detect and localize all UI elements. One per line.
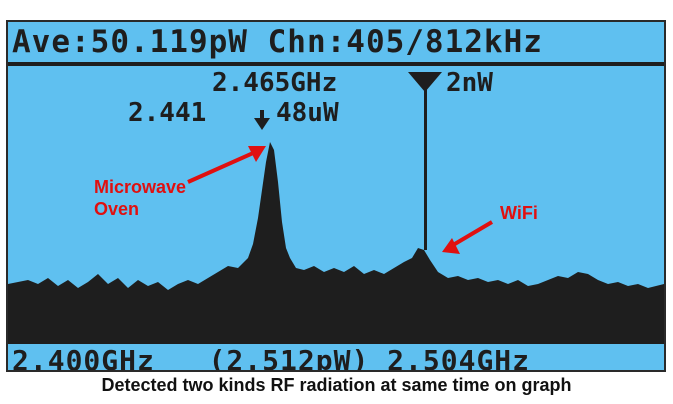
readout-text: Ave:50.119pW Chn:405/812kHz	[12, 24, 543, 60]
wifi-arrow	[442, 220, 494, 254]
marker1-level: 2nW	[446, 68, 493, 98]
peak-marker-stem	[260, 110, 264, 120]
stop-frequency: 2.504GHz	[387, 344, 531, 372]
analyzer-screen: Ave:50.119pW Chn:405/812kHz 2.465GHz 2nW…	[6, 20, 666, 372]
microwave-annotation: Microwave Oven	[94, 176, 186, 220]
marker-triangle	[408, 72, 442, 92]
wifi-annotation: WiFi	[500, 203, 538, 223]
marker1-freq: 2.465GHz	[212, 68, 338, 98]
reference-level: (2.512pW)	[208, 344, 370, 372]
figure-caption: Detected two kinds RF radiation at same …	[101, 375, 572, 395]
marker2-level: 48uW	[276, 98, 339, 128]
microwave-label-line1: Microwave	[94, 177, 187, 197]
spectrum-trace	[8, 142, 664, 344]
microwave-label-line2: Oven	[94, 199, 140, 219]
spectrum-plot	[8, 72, 664, 344]
marker2-freq: 2.441	[128, 98, 207, 128]
frequency-range-bar: 2.400GHz (2.512pW) 2.504GHz	[12, 344, 531, 372]
readout-bar: Ave:50.119pW Chn:405/812kHz	[8, 22, 664, 62]
peak-marker-icon	[254, 118, 270, 130]
header-divider	[8, 62, 664, 66]
marker-line	[424, 86, 427, 250]
microwave-arrow	[187, 146, 266, 184]
start-frequency: 2.400GHz	[12, 344, 155, 372]
